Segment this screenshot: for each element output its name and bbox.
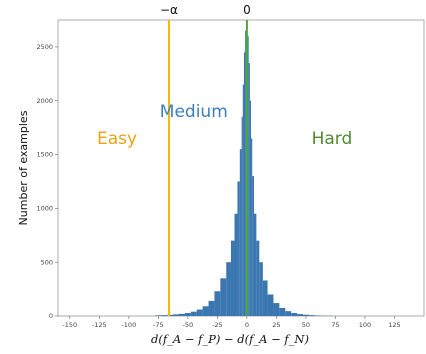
top-markers: −α 0 [160,3,251,17]
histogram-bar [239,149,242,316]
histogram-bar [184,312,191,316]
y-tick-label: 500 [41,258,53,266]
top-marker-label: 0 [243,3,251,17]
histogram-bar [155,315,162,316]
histogram-bar [297,314,303,316]
x-tick-label: 0 [245,321,249,329]
histogram-bar [267,294,274,316]
histogram-bar [202,306,209,316]
y-axis-label: Number of examples [17,110,30,225]
histogram-bar [308,315,315,316]
region-label-hard: Hard [312,129,353,149]
histogram-bar [302,314,309,316]
histogram-bar [314,315,321,316]
y-tick-label: 2000 [36,97,53,105]
histogram-bar [262,280,268,316]
histogram-bar [251,138,253,316]
histogram-bar [226,262,231,316]
histogram-bar [241,116,243,317]
x-tick-label: -50 [183,321,194,329]
histogram-bar [242,84,244,316]
x-tick-label: -125 [92,321,107,329]
histogram-bar [285,311,292,316]
histogram-bar [248,63,250,316]
y-axis-ticks: 0 500 1000 1500 2000 2500 [36,43,58,320]
x-axis-ticks: -150 -125 -100 -75 -50 -25 0 25 50 75 100 125 [62,316,401,329]
histogram-bar [190,311,197,316]
histogram-bar [259,262,263,316]
x-tick-label: -150 [62,321,77,329]
region-label-easy: Easy [97,129,137,149]
x-tick-label: 50 [302,321,310,329]
top-marker-label: −α [160,3,178,17]
y-tick-label: 2500 [36,43,53,51]
x-tick-label: 25 [272,321,280,329]
histogram-bar [256,240,260,316]
region-label-medium: Medium [160,102,228,122]
histogram-bar [167,314,174,316]
histogram-bar [161,315,168,316]
histogram-bar [249,100,252,316]
histogram-bar [291,312,298,316]
y-tick-label: 0 [49,312,53,320]
histogram-bars [155,25,333,317]
histogram-bar [253,213,257,316]
histogram-bar [230,240,235,316]
histogram-bar [252,176,254,316]
x-tick-label: -75 [153,321,164,329]
histogram-bar [247,36,249,317]
x-tick-label: -100 [121,321,136,329]
x-axis-label: d(f_A − f_P) − d(f_A − f_N) [151,332,309,346]
histogram-bar [273,303,280,316]
reference-lines [167,20,248,316]
histogram-bar [234,213,238,316]
histogram-bar [220,278,227,316]
x-tick-label: 125 [388,321,400,329]
histogram-bar [214,291,221,316]
histogram-bar [196,309,203,316]
histogram-bar [237,181,240,316]
y-tick-label: 1500 [36,151,53,159]
histogram-bar [243,52,246,316]
histogram-bar [173,314,180,316]
x-tick-label: 75 [331,321,339,329]
x-tick-label: -25 [212,321,223,329]
histogram-bar [208,300,215,316]
histogram-bar [245,30,247,316]
y-tick-label: 1000 [36,205,53,213]
histogram-bar [179,313,185,316]
histogram-bar [279,307,286,316]
x-tick-label: 100 [359,321,371,329]
region-annotations: Easy Medium Hard [97,102,352,149]
